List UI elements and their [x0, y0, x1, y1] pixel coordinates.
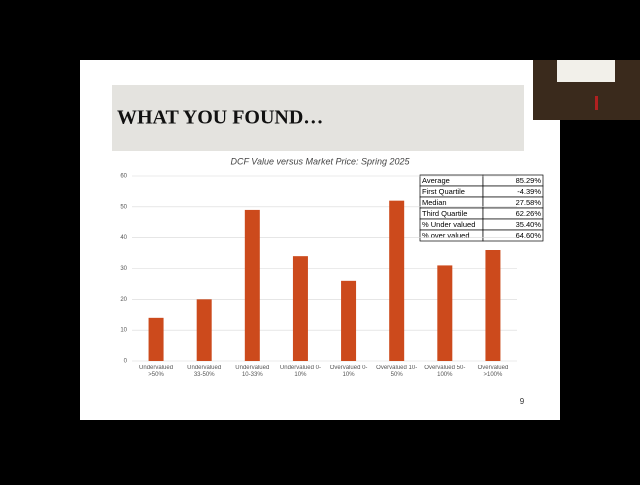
table-label: Median [422, 198, 447, 207]
chart-title: DCF Value versus Market Price: Spring 20… [230, 156, 410, 166]
bar [341, 280, 357, 361]
x-tick-label-box: Overvalued 0-10% [329, 365, 368, 378]
webcam-speaker [595, 96, 598, 110]
bar [148, 317, 164, 361]
table-value: 27.58% [516, 198, 542, 207]
x-tick-label-box: Undervalued >50% [139, 365, 174, 378]
table-label: Third Quartile [422, 209, 467, 218]
x-tick-label: Overvalued >100% [477, 365, 509, 378]
webcam-screen [557, 60, 615, 82]
x-tick-label: Overvalued 50-100% [424, 365, 466, 378]
bar [485, 250, 501, 361]
table-value: 85.29% [516, 176, 542, 185]
stats-table: Average 85.29% First Quartile -4.39% Median 2… [419, 174, 544, 242]
table-value: 35.40% [516, 220, 542, 229]
bar [292, 256, 308, 361]
y-tick-label: 20 [120, 297, 127, 303]
table-value: 62.26% [516, 209, 542, 218]
title-banner [112, 85, 524, 151]
y-tick-label: 60 [120, 174, 127, 180]
bar [196, 299, 212, 361]
table-value: 64.60% [516, 231, 542, 240]
slide-title: WHAT YOU FOUND… [117, 107, 323, 129]
bar [244, 209, 260, 361]
x-tick-label-box: Overvalued 50-100% [424, 365, 466, 378]
x-tick-label: Undervalued >50% [139, 365, 174, 378]
table-label: % over valued [422, 231, 470, 240]
y-tick-label: 30 [120, 266, 127, 272]
x-tick-label-box: Undervalued 10-33% [235, 365, 270, 378]
x-tick-label: Undervalued 0-10% [279, 365, 321, 378]
page-number: 9 [520, 397, 525, 406]
x-tick-label: Undervalued 10-33% [235, 365, 270, 378]
x-tick-label-box: Overvalued 10-50% [376, 365, 418, 378]
x-tick-label-box: Undervalued 0-10% [279, 365, 321, 378]
table-label: % Under valued [422, 220, 475, 229]
bar [437, 265, 453, 361]
table-cell [482, 229, 544, 242]
x-tick-label-box: Overvalued >100% [477, 365, 509, 378]
bar [389, 200, 405, 361]
table-value: -4.39% [517, 187, 541, 196]
x-tick-label-box: Undervalued 33-50% [187, 365, 222, 378]
y-tick-label: 0 [124, 359, 128, 365]
table-label: Average [422, 176, 450, 185]
y-tick-label: 10 [120, 328, 127, 334]
x-tick-label: Overvalued 0-10% [329, 365, 368, 378]
y-tick-label: 50 [120, 204, 127, 210]
x-tick-label: Overvalued 10-50% [376, 365, 418, 378]
table-label: First Quartile [422, 187, 465, 196]
x-tick-label: Undervalued 33-50% [187, 365, 222, 378]
y-tick-label: 40 [120, 235, 127, 241]
